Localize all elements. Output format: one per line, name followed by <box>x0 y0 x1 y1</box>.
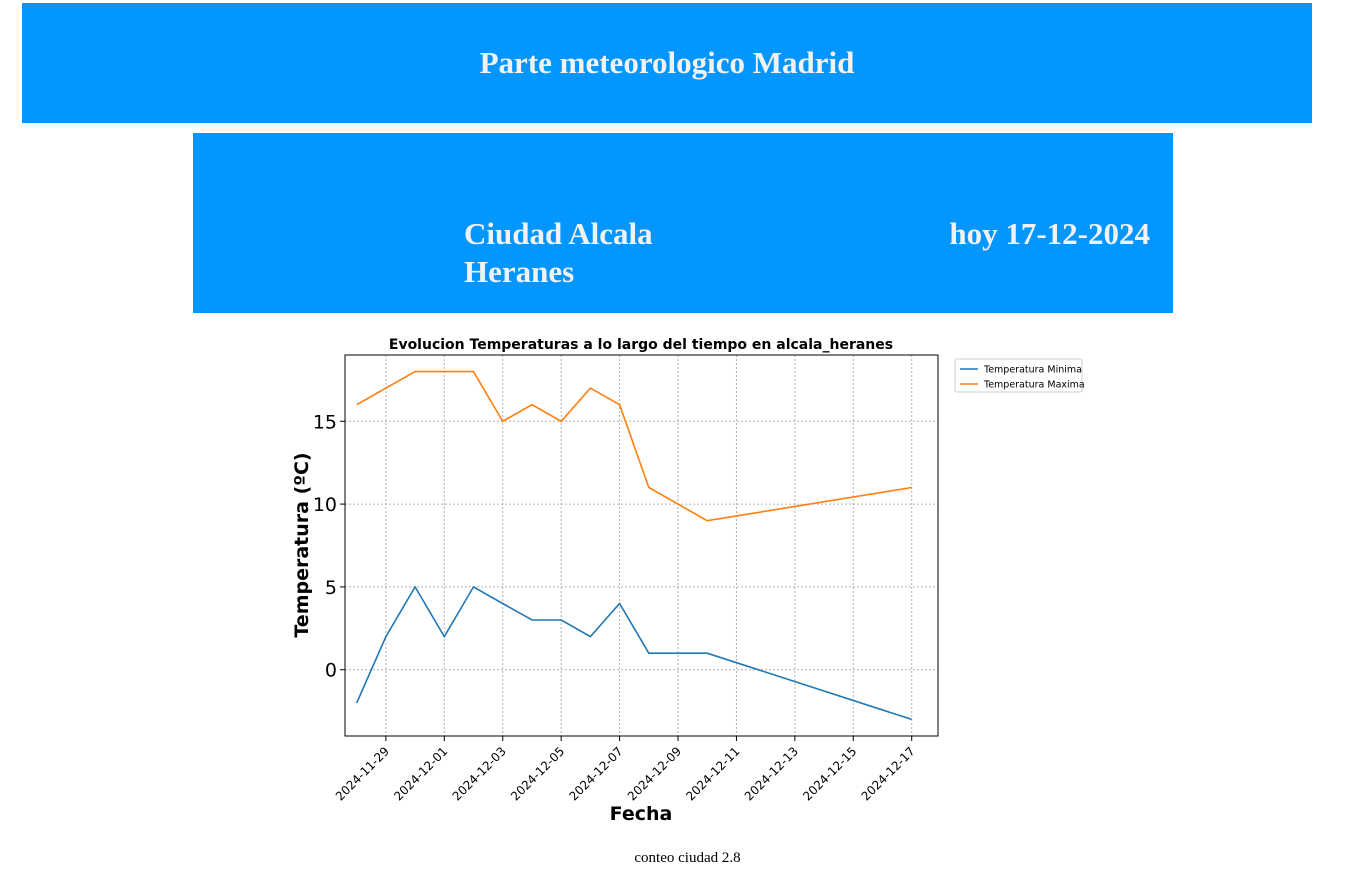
chart-legend: Temperatura Minima Temperatura Maxima <box>954 358 1085 393</box>
legend-label-1: Temperatura Maxima <box>983 380 1085 391</box>
legend-box <box>954 358 1083 393</box>
city-panel: Ciudad Alcala Heranes hoy 17-12-2024 <box>193 133 1173 313</box>
footer-note: conteo ciudad 2.8 <box>634 850 741 866</box>
city-name: Ciudad Alcala Heranes <box>464 216 653 289</box>
x-tick-label: 2024-12-05 <box>508 744 567 803</box>
header-banner: Parte meteorologico Madrid <box>22 3 1312 123</box>
chart-title: Evolucion Temperaturas a lo largo del ti… <box>389 337 893 353</box>
legend-label-0: Temperatura Minima <box>983 365 1082 376</box>
x-axis-label: Fecha <box>610 803 673 825</box>
y-tick-label: 15 <box>313 411 337 433</box>
date-label: hoy 17-12-2024 <box>949 216 1150 251</box>
x-tick-label: 2024-12-11 <box>683 744 742 803</box>
page-title: Parte meteorologico Madrid <box>479 45 855 80</box>
y-axis-label: Temperatura (ºC) <box>291 452 313 637</box>
x-tick-label: 2024-12-07 <box>566 744 625 803</box>
y-tick-label: 10 <box>313 494 337 516</box>
series-line-0 <box>355 585 912 721</box>
y-tick-label: 5 <box>325 577 337 599</box>
x-tick-label: 2024-12-01 <box>391 744 450 803</box>
y-axis-ticks: 0 5 10 15 <box>313 411 345 682</box>
x-axis-ticks: 2024-11-29 2024-12-01 2024-12-03 2024-12-05… <box>333 736 918 803</box>
x-tick-label: 2024-12-15 <box>800 744 859 803</box>
x-tick-label: 2024-12-03 <box>450 744 509 803</box>
x-tick-label: 2024-12-17 <box>859 744 918 803</box>
chart-grid <box>345 355 938 736</box>
y-tick-label: 0 <box>325 660 337 682</box>
temperature-chart: Evolucion Temperaturas a lo largo del ti… <box>291 337 1085 825</box>
x-tick-label: 2024-11-29 <box>333 744 392 803</box>
series-line-1 <box>356 370 912 522</box>
x-tick-label: 2024-12-09 <box>625 744 684 803</box>
plot-frame <box>344 354 939 737</box>
x-tick-label: 2024-12-13 <box>742 744 801 803</box>
chart-series <box>355 370 912 721</box>
